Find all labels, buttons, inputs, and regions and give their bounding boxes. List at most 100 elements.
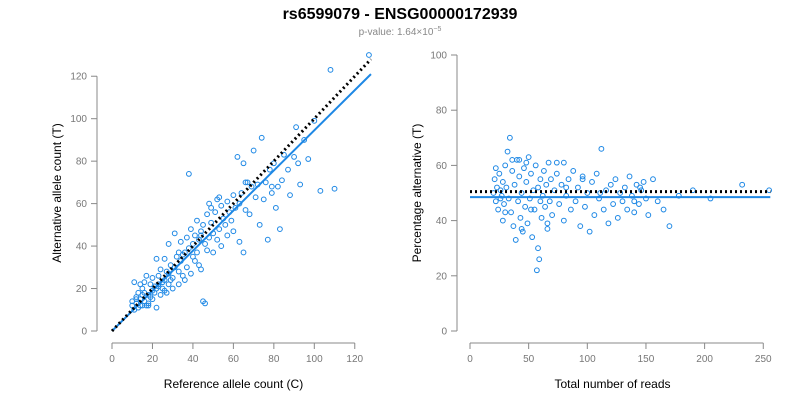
data-point <box>305 156 312 162</box>
data-point <box>563 184 570 191</box>
data-point <box>496 170 503 177</box>
data-point <box>498 192 505 199</box>
data-point <box>579 176 586 183</box>
data-point <box>133 296 140 303</box>
data-point <box>149 275 156 281</box>
x-tick-label: 40 <box>187 354 199 365</box>
data-point <box>505 195 512 202</box>
data-point <box>570 168 577 174</box>
data-point <box>523 179 530 185</box>
data-point <box>579 173 586 180</box>
data-point <box>532 162 539 169</box>
data-point <box>558 181 565 188</box>
data-point <box>544 225 551 232</box>
data-point <box>177 238 184 245</box>
data-point <box>175 281 182 288</box>
data-point <box>161 255 168 262</box>
data-point <box>529 234 536 241</box>
data-point <box>591 212 598 218</box>
data-point <box>236 200 243 207</box>
data-point <box>274 183 281 190</box>
data-point <box>516 173 523 180</box>
data-point <box>584 190 591 196</box>
data-point <box>614 214 621 221</box>
data-point <box>268 183 275 190</box>
data-point <box>214 236 221 243</box>
data-point <box>183 264 190 271</box>
data-point <box>633 181 640 188</box>
data-point <box>157 292 164 298</box>
data-point <box>541 168 547 174</box>
data-point <box>228 217 235 224</box>
data-point <box>525 154 532 161</box>
data-point <box>222 221 229 228</box>
data-point <box>236 238 243 245</box>
data-point <box>494 184 500 191</box>
data-point <box>218 243 225 249</box>
data-point <box>297 181 304 188</box>
data-point <box>519 228 526 235</box>
data-point <box>499 179 506 185</box>
y-tick-label: 100 <box>430 51 447 62</box>
data-point <box>526 195 533 202</box>
data-point <box>185 170 192 177</box>
data-point <box>675 192 682 199</box>
data-point <box>502 209 509 216</box>
x-axis-title: Reference allele count (C) <box>164 377 303 391</box>
y-tick-label: 60 <box>436 161 448 172</box>
data-point <box>169 285 176 292</box>
data-point <box>605 220 612 227</box>
data-point <box>538 214 545 221</box>
y-tick-label: 40 <box>76 242 88 253</box>
data-point <box>244 179 251 186</box>
scatter-panel-percentage: 0 50 100 150 200 250 0 20 40 60 80 100 Total number … <box>410 51 772 392</box>
data-point <box>218 202 225 209</box>
data-point <box>582 203 588 210</box>
data-point <box>192 258 198 264</box>
y-tick-label: 0 <box>81 327 87 338</box>
data-point <box>250 147 257 154</box>
data-point <box>549 212 556 218</box>
data-point <box>626 173 633 180</box>
data-point <box>285 166 291 173</box>
scatter-panel-allele-counts: 0 20 40 60 80 100 120 0 20 40 60 80 100 120 Reference … <box>50 52 373 391</box>
data-point <box>230 192 237 199</box>
data-point <box>521 165 527 172</box>
data-point <box>262 179 269 186</box>
data-point <box>248 183 255 190</box>
data-point <box>636 201 642 207</box>
data-point <box>654 198 661 205</box>
data-point <box>153 255 160 262</box>
data-point <box>153 304 160 311</box>
data-point <box>216 226 223 232</box>
y-axis-title: Alternative allele count (T) <box>50 123 64 262</box>
data-point <box>543 181 550 188</box>
data-point <box>242 179 249 186</box>
y-axis-title: Percentage alternative (T) <box>410 124 424 263</box>
y-tick-label: 100 <box>70 114 87 125</box>
data-point <box>240 249 247 256</box>
data-point <box>366 52 372 58</box>
x-tick-label: 50 <box>523 354 535 365</box>
data-point <box>560 217 567 224</box>
data-point <box>171 230 178 237</box>
data-point <box>536 256 543 263</box>
y-tick-label: 120 <box>70 72 87 83</box>
data-point <box>157 266 164 273</box>
data-point <box>287 192 293 199</box>
data-point <box>553 159 560 166</box>
data-point <box>175 268 182 275</box>
data-point <box>161 287 168 294</box>
data-point <box>593 170 600 177</box>
x-tick-label: 200 <box>696 354 713 365</box>
data-point <box>202 241 208 247</box>
data-point <box>607 181 614 188</box>
data-point <box>188 226 194 232</box>
data-point <box>524 220 531 227</box>
data-point <box>147 294 154 300</box>
data-point <box>504 148 511 155</box>
x-tick-label: 100 <box>306 354 323 365</box>
data-point <box>198 232 204 239</box>
data-point <box>234 154 241 160</box>
data-point <box>327 66 334 73</box>
